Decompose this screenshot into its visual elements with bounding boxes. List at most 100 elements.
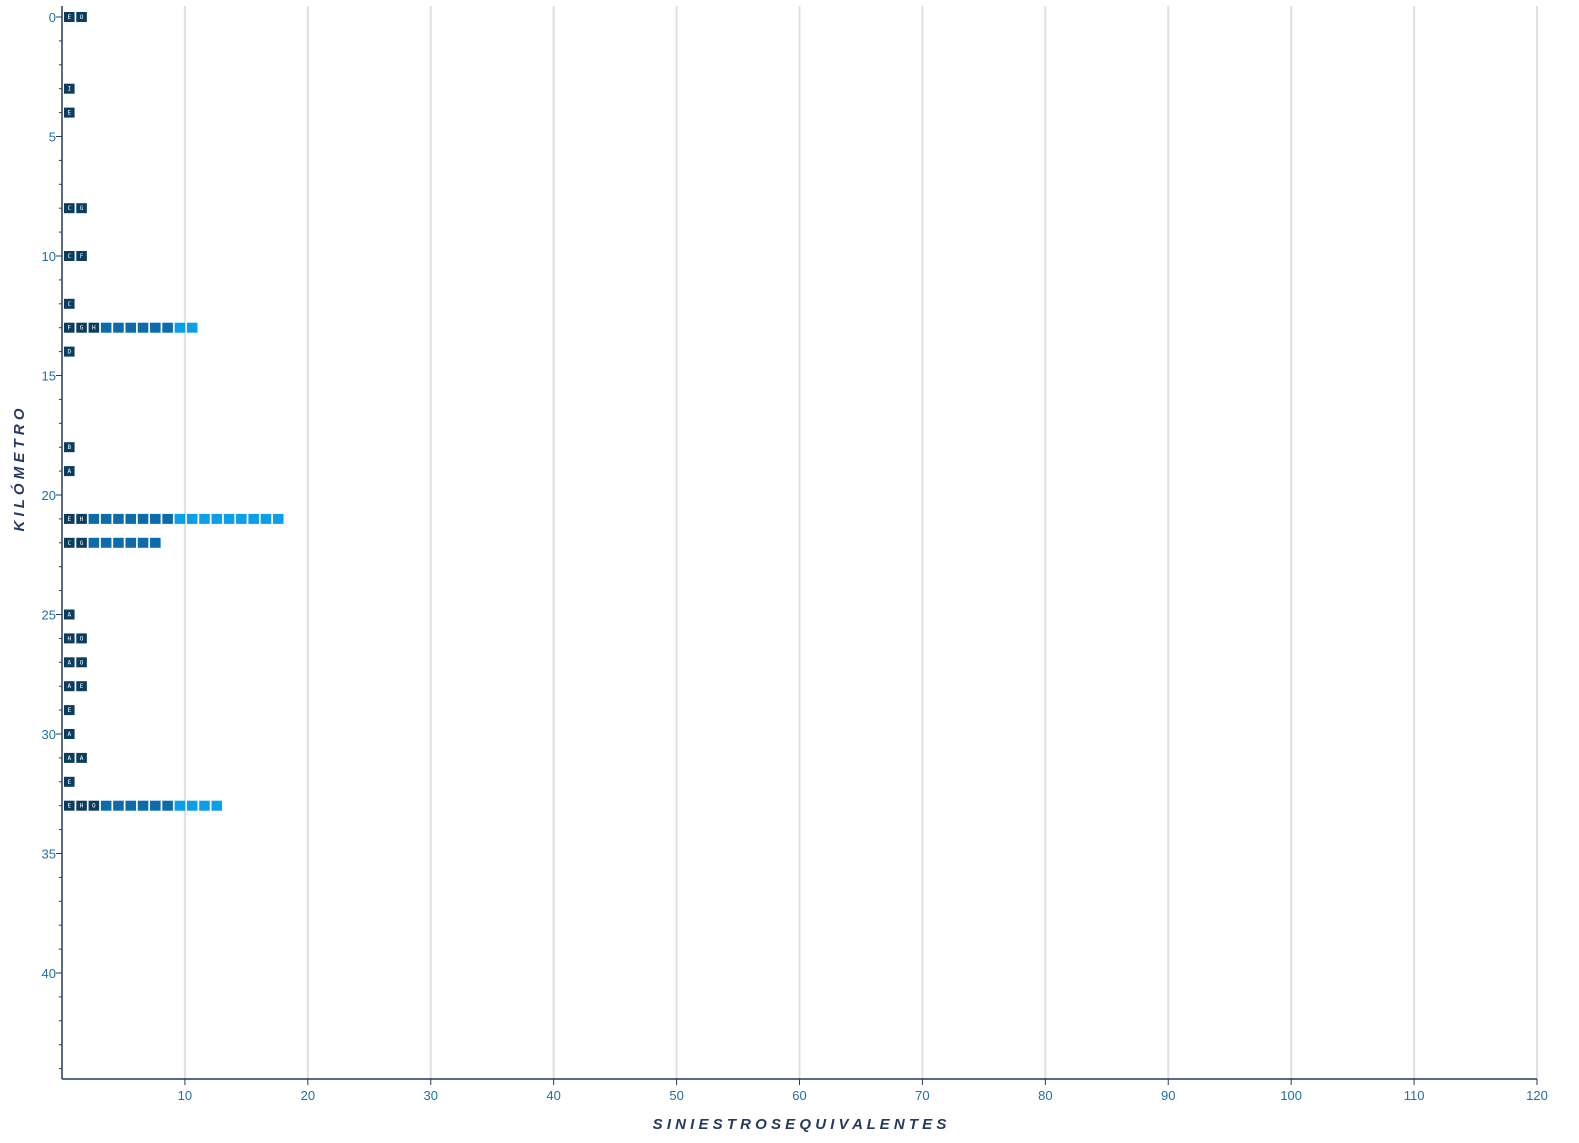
data-cell (64, 346, 75, 357)
data-cell (248, 513, 259, 524)
cell-letter: O (92, 803, 96, 810)
x-tick-label: 80 (1038, 1088, 1052, 1103)
y-tick-label: 20 (42, 488, 56, 503)
data-cell (186, 513, 198, 524)
data-cell (113, 537, 124, 548)
data-cell (76, 752, 87, 763)
data-cell (113, 322, 124, 333)
data-cell (76, 657, 87, 668)
data-cell (64, 298, 75, 309)
data-cell (150, 513, 161, 524)
x-tick-label: 30 (424, 1088, 438, 1103)
cell-letter: C (67, 205, 71, 212)
data-cell (76, 633, 87, 644)
cell-letter: A (80, 755, 84, 762)
y-tick-label: 40 (42, 966, 56, 981)
data-cell (186, 800, 198, 811)
y-tick-label: 30 (42, 727, 56, 742)
cell-letter: C (67, 540, 71, 547)
data-cell (272, 513, 284, 524)
data-cell (64, 705, 75, 716)
cell-letter: A (67, 468, 71, 475)
data-cell (223, 513, 235, 524)
gridlines (183, 6, 1538, 1079)
data-cell (64, 513, 75, 524)
cell-letter: C (67, 253, 71, 260)
cell-letter: A (67, 731, 71, 738)
data-cell (64, 466, 75, 477)
data-cell (76, 681, 87, 692)
cell-letter: F (80, 253, 84, 260)
y-tick-label: 35 (42, 847, 56, 862)
data-cell (100, 537, 112, 548)
data-cell (113, 800, 124, 811)
data-cell (76, 800, 87, 811)
data-cell (162, 800, 173, 811)
x-tick-label: 40 (546, 1088, 560, 1103)
data-cell (76, 12, 87, 22)
cell-letter: E (67, 14, 71, 21)
y-tick-label: 5 (49, 130, 56, 145)
data-cell (64, 657, 75, 668)
cell-letter: I (67, 86, 71, 93)
cell-letter: H (80, 803, 84, 810)
data-cell (199, 513, 210, 524)
data-cell (88, 513, 100, 524)
data-cell (137, 513, 149, 524)
cell-letter: H (80, 516, 84, 523)
cell-letter: C (67, 301, 71, 308)
cell-letter: E (67, 707, 71, 714)
cell-letter: E (67, 516, 71, 523)
cell-letter: G (80, 325, 84, 332)
data-cell (64, 442, 75, 453)
data-cell (113, 513, 124, 524)
x-tick-label: 120 (1526, 1088, 1548, 1103)
data-cell (125, 322, 137, 333)
data-cell (174, 513, 186, 524)
data-cell (162, 513, 173, 524)
data-cell (125, 537, 137, 548)
data-cell (236, 513, 247, 524)
data-cell (137, 322, 149, 333)
data-cell (174, 800, 186, 811)
y-tick-label: 0 (49, 10, 56, 25)
data-cell (174, 322, 186, 333)
x-tick-label: 100 (1280, 1088, 1302, 1103)
data-cell (64, 12, 75, 22)
data-cell (260, 513, 272, 524)
data-cell (88, 800, 100, 811)
data-cell (150, 537, 161, 548)
data-cell (64, 681, 75, 692)
data-cell (76, 513, 87, 524)
cell-letter: O (80, 659, 84, 666)
data-cell (211, 800, 223, 811)
data-cell (64, 633, 75, 644)
cell-letter: O (80, 635, 84, 642)
data-cell (100, 322, 112, 333)
data-cell (64, 322, 75, 333)
data-cell (64, 107, 75, 118)
x-axis-title: S I N I E S T R O S E Q U I V A L E N T … (653, 1116, 947, 1133)
y-tick-label: 25 (42, 608, 56, 623)
data-cell (64, 609, 75, 620)
data-cell (162, 322, 173, 333)
cell-letter: A (67, 659, 71, 666)
data-cell (199, 800, 210, 811)
tick-labels: 10 20 30 40 50 60 70 80 90 100 110 120 0 5 10 15 20 25 30 3… (42, 10, 1548, 1103)
x-tick-label: 70 (915, 1088, 929, 1103)
cell-letter: E (67, 803, 71, 810)
cell-letter: O (80, 14, 84, 21)
data-cell (186, 322, 198, 333)
data-cell (137, 800, 149, 811)
data-cell (76, 251, 87, 261)
data-cell (64, 729, 75, 739)
data-cell (64, 776, 75, 787)
data-cell (100, 513, 112, 524)
x-tick-label: 10 (178, 1088, 192, 1103)
data-cells: E O I E C G C F C F G H D B A E H C G A H O A O A E E A A A E E H O (64, 12, 284, 811)
x-tick-label: 90 (1161, 1088, 1175, 1103)
cell-letter: G (80, 205, 84, 212)
cell-letter: E (67, 779, 71, 786)
data-cell (137, 537, 149, 548)
